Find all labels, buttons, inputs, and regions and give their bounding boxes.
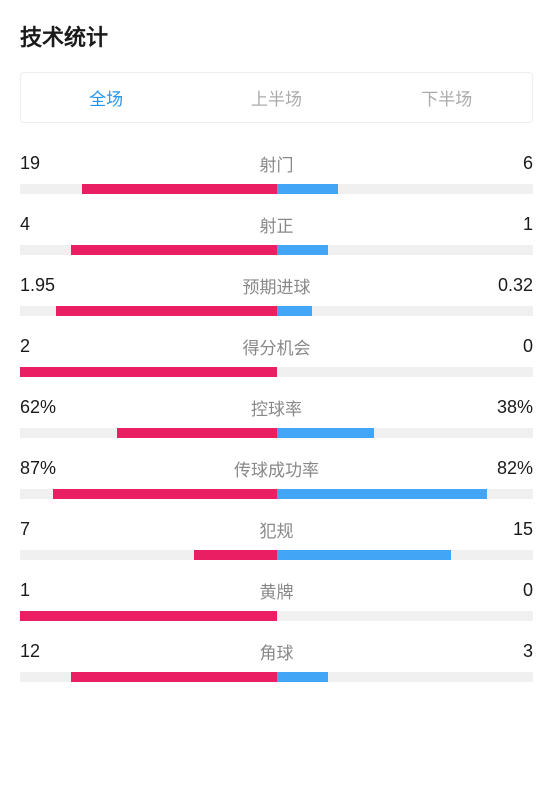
stat-row: 7 犯规 15 [20,517,533,560]
bar-left-track [20,489,277,499]
bar-right-track [277,367,534,377]
bar-right-track [277,611,534,621]
tab-first-half[interactable]: 上半场 [191,73,361,122]
bar-right-track [277,245,534,255]
bar-right-track [277,489,534,499]
stat-row: 12 角球 3 [20,639,533,682]
stat-labels: 62% 控球率 38% [20,395,533,420]
bar-left-fill [53,489,276,499]
bar-left-track [20,306,277,316]
stat-row: 2 得分机会 0 [20,334,533,377]
stat-right-value: 1 [483,214,533,235]
stat-name: 射正 [260,212,294,237]
bar-right-track [277,550,534,560]
bar-left-track [20,184,277,194]
stat-right-value: 82% [483,458,533,479]
bar-right-fill [277,550,451,560]
bar-right-track [277,306,534,316]
stat-right-value: 0 [483,336,533,357]
bar-left-track [20,611,277,621]
stat-name: 射门 [260,151,294,176]
stat-row: 1.95 预期进球 0.32 [20,273,533,316]
bar-right-fill [277,184,339,194]
bar-left-fill [117,428,276,438]
stat-name: 控球率 [251,395,302,420]
stat-bars [20,611,533,621]
stat-bars [20,672,533,682]
page-title: 技术统计 [20,20,533,52]
tab-full-match[interactable]: 全场 [21,73,191,122]
stat-labels: 12 角球 3 [20,639,533,664]
stat-row: 19 射门 6 [20,151,533,194]
bar-left-fill [82,184,277,194]
stat-bars [20,184,533,194]
stat-right-value: 15 [483,519,533,540]
stat-row: 87% 传球成功率 82% [20,456,533,499]
stats-list: 19 射门 6 4 射正 1 1.95 预期进球 0.32 2 得分机会 0 62% 控球率 38% 87% 传… [20,151,533,682]
bar-left-fill [56,306,277,316]
stat-bars [20,367,533,377]
stat-row: 62% 控球率 38% [20,395,533,438]
stat-left-value: 1.95 [20,275,70,296]
bar-left-fill [194,550,276,560]
bar-left-fill [71,245,276,255]
stat-name: 角球 [260,639,294,664]
stat-right-value: 3 [483,641,533,662]
stat-left-value: 7 [20,519,70,540]
bar-right-fill [277,306,313,316]
bar-left-fill [20,611,277,621]
stat-right-value: 0.32 [483,275,533,296]
bar-right-fill [277,489,487,499]
stat-bars [20,245,533,255]
stat-name: 预期进球 [243,273,311,298]
stat-row: 1 黄牌 0 [20,578,533,621]
tab-second-half[interactable]: 下半场 [362,73,532,122]
stat-bars [20,489,533,499]
stat-left-value: 62% [20,397,70,418]
bar-right-fill [277,245,328,255]
stat-left-value: 12 [20,641,70,662]
stat-left-value: 19 [20,153,70,174]
stat-left-value: 4 [20,214,70,235]
stat-bars [20,428,533,438]
stat-right-value: 6 [483,153,533,174]
bar-left-track [20,672,277,682]
bar-right-track [277,184,534,194]
bar-right-track [277,672,534,682]
stat-labels: 19 射门 6 [20,151,533,176]
stat-name: 得分机会 [243,334,311,359]
stat-labels: 2 得分机会 0 [20,334,533,359]
bar-left-fill [71,672,276,682]
bar-left-track [20,245,277,255]
bar-right-fill [277,428,374,438]
stat-left-value: 87% [20,458,70,479]
stat-name: 犯规 [260,517,294,542]
stat-bars [20,306,533,316]
stat-right-value: 38% [483,397,533,418]
bar-left-track [20,367,277,377]
bar-left-track [20,550,277,560]
stat-left-value: 2 [20,336,70,357]
bar-right-track [277,428,534,438]
stat-left-value: 1 [20,580,70,601]
stat-labels: 7 犯规 15 [20,517,533,542]
period-tabs: 全场 上半场 下半场 [20,72,533,123]
stat-labels: 1 黄牌 0 [20,578,533,603]
stat-labels: 1.95 预期进球 0.32 [20,273,533,298]
stat-name: 黄牌 [260,578,294,603]
bar-left-fill [20,367,277,377]
bar-left-track [20,428,277,438]
stat-labels: 87% 传球成功率 82% [20,456,533,481]
bar-right-fill [277,672,328,682]
stat-bars [20,550,533,560]
stat-name: 传球成功率 [234,456,319,481]
stat-row: 4 射正 1 [20,212,533,255]
stat-labels: 4 射正 1 [20,212,533,237]
stat-right-value: 0 [483,580,533,601]
